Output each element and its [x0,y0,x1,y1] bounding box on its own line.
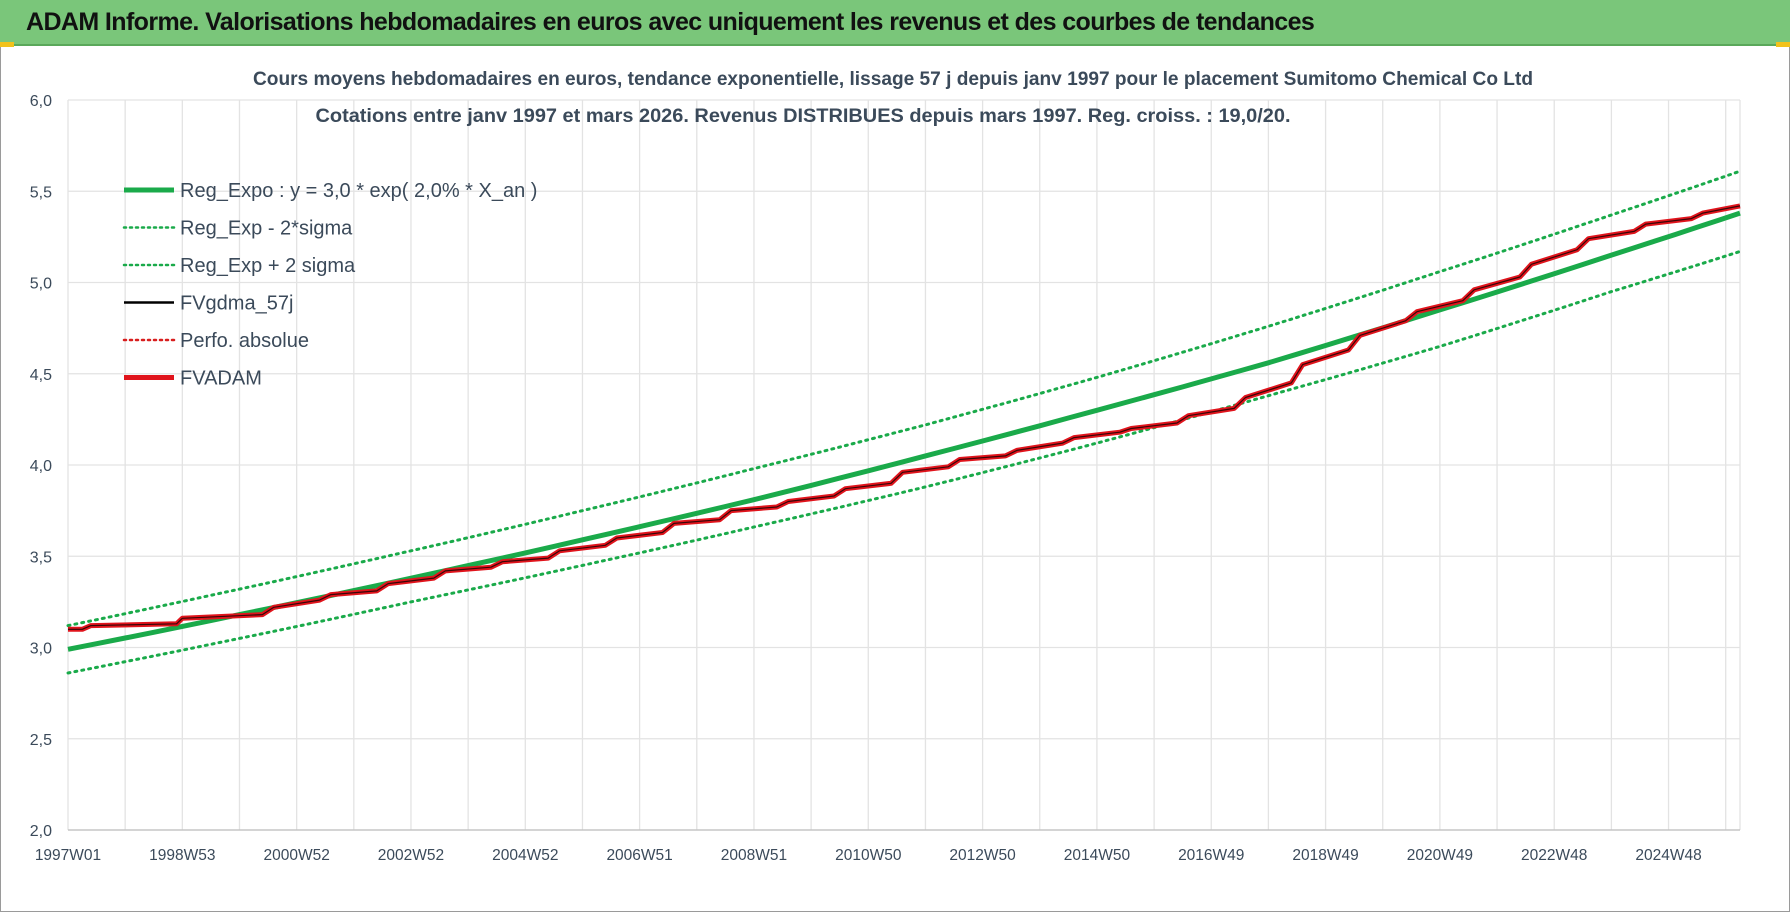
x-tick-label: 2006W51 [606,847,672,864]
series-line-fvgdma [68,205,1741,630]
x-tick-label: 2000W52 [263,847,329,864]
legend-label: Perfo. absolue [180,330,309,352]
x-tick-label: 1997W01 [35,847,101,864]
grid [67,99,1741,831]
legend-label: Reg_Expo : y = 3,0 * exp( 2,0% * X_an ) [180,180,537,202]
legend-label: FVADAM [180,368,262,390]
y-tick-label: 5,0 [30,276,52,293]
y-tick-label: 4,0 [30,458,52,475]
banner: ADAM Informe. Valorisations hebdomadaire… [0,0,1790,46]
y-tick-label: 2,0 [30,823,52,840]
banner-title: ADAM Informe. Valorisations hebdomadaire… [26,8,1315,36]
y-tick-label: 5,5 [30,184,52,201]
series-lines [66,169,1742,675]
legend-label: Reg_Exp - 2*sigma [180,218,353,240]
legend-label: Reg_Exp + 2 sigma [180,255,356,277]
y-tick-label: 4,5 [30,367,52,384]
chart-title: Cours moyens hebdomadaires en euros, ten… [253,68,1533,90]
x-tick-label: 2010W50 [835,847,902,864]
x-axis: 1997W01 1998W53 2000W52 2002W52 2004W52 2006W… [35,847,1702,864]
x-tick-label: 2004W52 [492,847,558,864]
y-tick-label: 3,5 [30,549,52,566]
x-tick-label: 2014W50 [1064,847,1131,864]
chart-area: 2,0 2,5 3,0 3,5 4,0 4,5 5,0 5,5 6,0 1997W01 1998W… [0,50,1790,912]
x-tick-label: 2020W49 [1407,847,1473,864]
chart-titles: Cours moyens hebdomadaires en euros, ten… [253,68,1533,127]
corner-mark [0,42,14,47]
x-tick-label: 2022W48 [1521,847,1587,864]
series-line-reg-expo [67,210,1741,652]
series-line-reg-exp-plus-2sigma [66,169,1742,628]
legend: Reg_Expo : y = 3,0 * exp( 2,0% * X_an ) R… [122,180,537,390]
x-tick-label: 2018W49 [1292,847,1358,864]
y-tick-label: 6,0 [30,93,52,110]
x-tick-label: 2016W49 [1178,847,1244,864]
y-tick-label: 3,0 [30,641,52,658]
y-tick-label: 2,5 [30,732,52,749]
x-tick-label: 2008W51 [721,847,787,864]
x-tick-label: 1998W53 [149,847,215,864]
y-axis: 2,0 2,5 3,0 3,5 4,0 4,5 5,0 5,5 6,0 [30,93,52,840]
x-tick-label: 2024W48 [1635,847,1701,864]
x-tick-label: 2002W52 [378,847,444,864]
legend-label: FVgdma_57j [180,293,293,315]
chart-subtitle: Cotations entre janv 1997 et mars 2026. … [316,105,1291,127]
corner-mark [1776,42,1790,47]
x-tick-label: 2012W50 [949,847,1016,864]
series-line-reg-exp-minus-2sigma [66,250,1742,675]
chart-svg: 2,0 2,5 3,0 3,5 4,0 4,5 5,0 5,5 6,0 1997W01 1998W… [30,68,1742,864]
